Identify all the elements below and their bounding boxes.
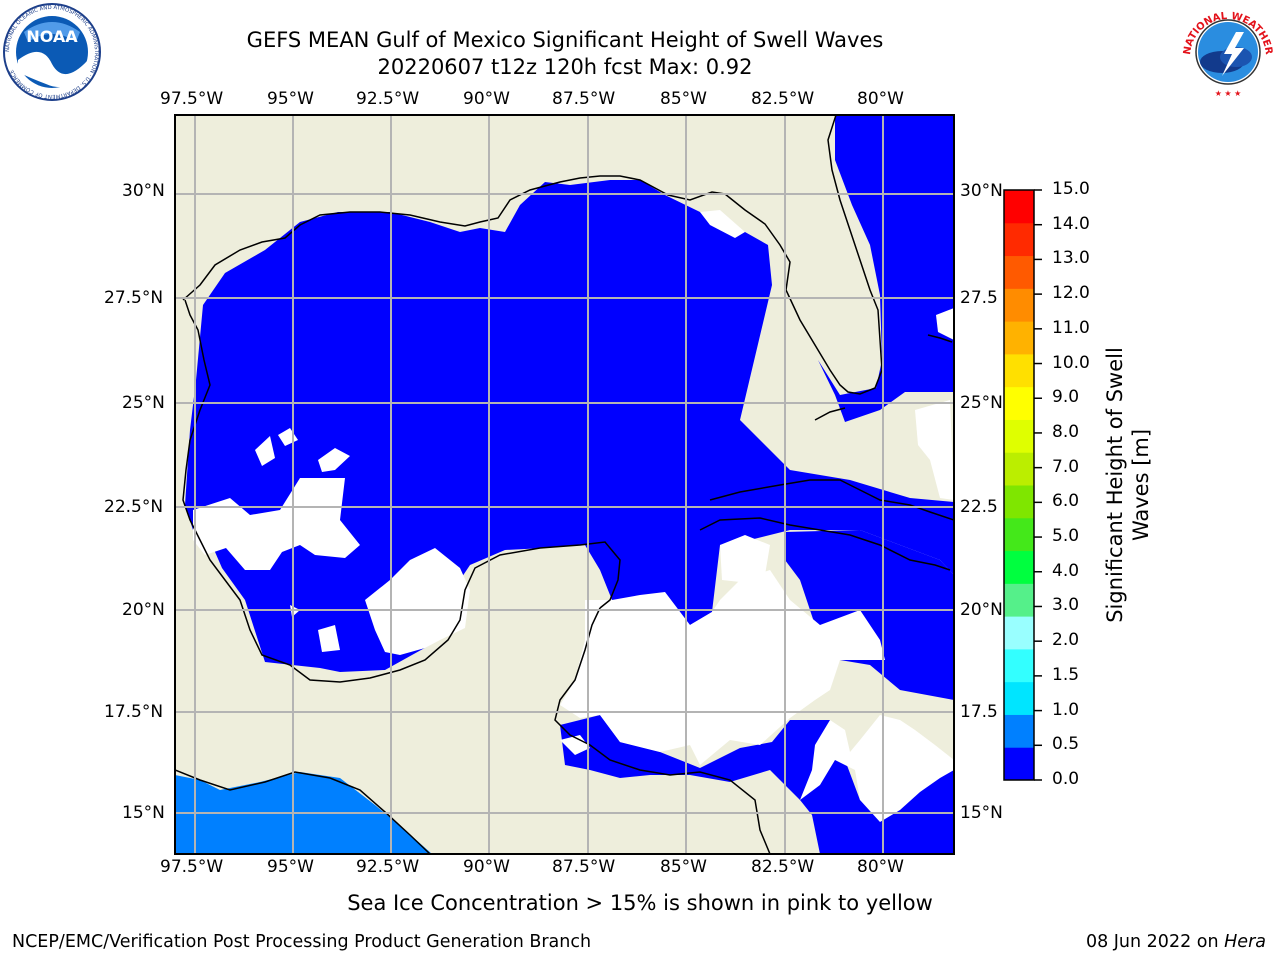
lat-label-left: 17.5°N xyxy=(104,702,164,722)
colorbar-label: 6.0 xyxy=(1052,491,1080,512)
lon-label-top: 92.5°W xyxy=(356,89,420,109)
lat-label-left: 15°N xyxy=(122,803,165,823)
colorbar-label: 14.0 xyxy=(1052,213,1090,234)
caribbean-south xyxy=(560,715,954,854)
colorbar-label: 7.0 xyxy=(1052,456,1080,477)
lat-label-right: 25°N xyxy=(960,393,1003,413)
chart-title: GEFS MEAN Gulf of Mexico Significant Hei… xyxy=(246,28,884,52)
colorbar-label: 5.0 xyxy=(1052,526,1080,547)
colorbar-segment xyxy=(1004,485,1034,519)
colorbar-segment xyxy=(1004,386,1034,420)
lon-label-top: 90°W xyxy=(463,89,510,109)
colorbar-title-line1: Significant Height of Swell xyxy=(1103,347,1127,623)
lon-label-bottom: 85°W xyxy=(660,857,707,877)
colorbar-segment xyxy=(1004,681,1034,715)
footer-date-text: 08 Jun 2022 on xyxy=(1085,932,1225,952)
colorbar-label: 0.5 xyxy=(1052,734,1080,755)
lon-label-top: 87.5°W xyxy=(552,89,616,109)
lon-label-bottom: 82.5°W xyxy=(751,857,815,877)
lat-label-left: 30°N xyxy=(122,181,165,201)
colorbar-label: 3.0 xyxy=(1052,595,1080,616)
lon-label-bottom: 92.5°W xyxy=(356,857,420,877)
colorbar-label: 11.0 xyxy=(1052,317,1090,338)
lat-label-left: 25°N xyxy=(122,393,165,413)
footer-credit: NCEP/EMC/Verification Post Processing Pr… xyxy=(12,932,592,952)
lat-label-right: 15°N xyxy=(960,803,1003,823)
colorbar-segment xyxy=(1004,321,1034,355)
lon-label-top: 97.5°W xyxy=(160,89,224,109)
colorbar xyxy=(1003,189,1042,781)
colorbar-segment xyxy=(1004,419,1034,453)
colorbar-segment xyxy=(1004,616,1034,650)
colorbar-label: 1.0 xyxy=(1052,699,1080,720)
colorbar-segment xyxy=(1004,255,1034,289)
colorbar-segment xyxy=(1004,452,1034,486)
colorbar-label: 0.0 xyxy=(1052,769,1080,789)
gridlines xyxy=(175,115,954,854)
lat-label-right: 30°N xyxy=(960,181,1003,201)
colorbar-segment xyxy=(1004,353,1034,388)
lon-label-bottom: 87.5°W xyxy=(552,857,616,877)
colorbar-label: 12.0 xyxy=(1052,283,1090,304)
colorbar-segment xyxy=(1004,550,1034,584)
caribbean-ocean xyxy=(785,530,954,700)
sea-ice-note: Sea Ice Concentration > 15% is shown in … xyxy=(347,891,933,915)
colorbar-segment xyxy=(1004,714,1034,748)
noaa-logo-icon: NOAA NATIONAL OCEANIC AND ATMOSPHERIC AD… xyxy=(3,3,101,101)
lat-label-right: 20°N xyxy=(960,600,1003,620)
footer-host: Hera xyxy=(1224,932,1266,952)
colorbar-segment xyxy=(1004,288,1034,322)
colorbar-label: 8.0 xyxy=(1052,421,1080,442)
lon-label-bottom: 97.5°W xyxy=(160,857,224,877)
colorbar-title-line2: Waves [m] xyxy=(1129,428,1153,542)
lon-label-top: 82.5°W xyxy=(751,89,815,109)
lat-label-left: 22.5°N xyxy=(104,497,164,517)
colorbar-label: 13.0 xyxy=(1052,248,1090,269)
chart-subtitle: 20220607 t12z 120h fcst Max: 0.92 xyxy=(377,55,753,79)
nws-logo-icon: NATIONAL WEATHER SERVICE ★ ★ ★ xyxy=(1178,2,1276,100)
colorbar-segment xyxy=(1004,190,1034,224)
footer-date: 08 Jun 2022 on Hera xyxy=(1086,932,1266,952)
svg-text:NOAA: NOAA xyxy=(26,27,78,46)
colorbar-label: 1.5 xyxy=(1052,664,1080,685)
lat-label-left: 20°N xyxy=(122,600,165,620)
lon-label-top: 95°W xyxy=(267,89,314,109)
colorbar-title: Significant Height of Swell Waves [m] xyxy=(1102,347,1154,623)
colorbar-label: 15.0 xyxy=(1052,179,1090,199)
lon-label-top: 80°W xyxy=(857,89,904,109)
colorbar-label: 4.0 xyxy=(1052,560,1080,581)
colorbar-segment xyxy=(1004,747,1034,781)
colorbar-label: 2.0 xyxy=(1052,630,1080,651)
colorbar-label: 10.0 xyxy=(1052,352,1090,373)
colorbar-segment xyxy=(1004,222,1034,257)
colorbar-segment xyxy=(1004,517,1034,552)
lon-label-bottom: 90°W xyxy=(463,857,510,877)
colorbar-segment xyxy=(1004,648,1034,683)
lat-label-right: 17.5 xyxy=(960,702,998,722)
gulf-ocean xyxy=(185,115,954,672)
lon-label-bottom: 95°W xyxy=(267,857,314,877)
lon-label-top: 85°W xyxy=(660,89,707,109)
lat-label-left: 27.5°N xyxy=(104,288,164,308)
colorbar-label: 9.0 xyxy=(1052,387,1080,408)
colorbar-segment xyxy=(1004,583,1034,617)
map-frame xyxy=(174,114,955,855)
lat-label-right: 22.5 xyxy=(960,497,998,517)
lat-label-right: 27.5 xyxy=(960,288,998,308)
lon-label-bottom: 80°W xyxy=(857,857,904,877)
colorbar-frame xyxy=(1003,189,1035,781)
svg-text:★ ★ ★: ★ ★ ★ xyxy=(1215,89,1242,98)
